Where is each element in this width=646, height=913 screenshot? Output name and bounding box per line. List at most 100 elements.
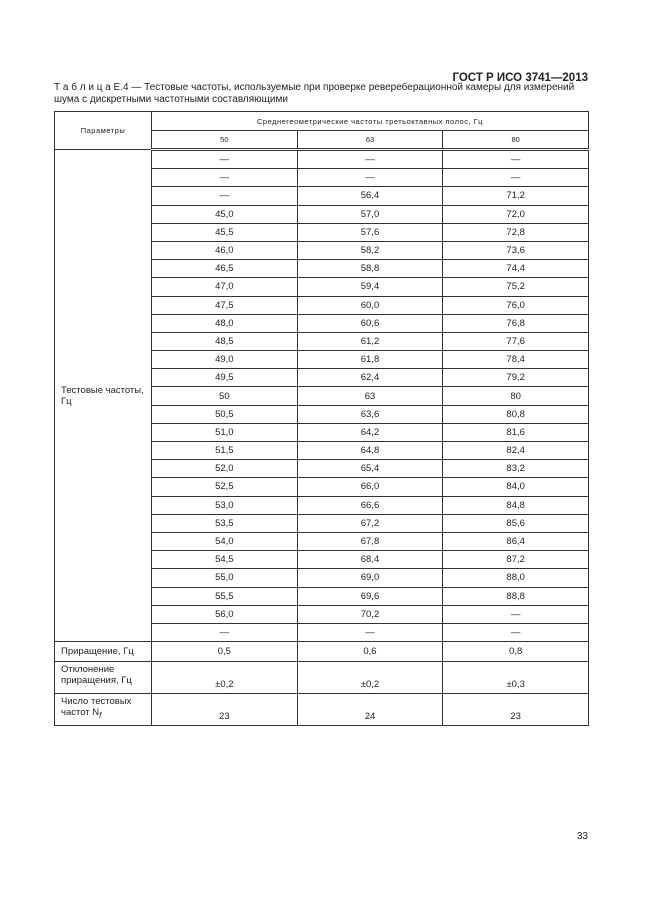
table-cell: 66,6 [296,495,444,515]
table-row: 47,5 60,0 76,0 [55,295,589,315]
increment-value: 0,5 [151,641,298,663]
table-cell: 47,5 [151,295,298,315]
table-cell: — [442,148,589,170]
table-row: 47,0 59,4 75,2 [55,277,589,297]
count-value: 24 [296,693,444,727]
table-row: 45,0 57,0 72,0 [55,204,589,224]
table-cell: 51,0 [151,422,298,443]
increment-label: Приращение, Гц [54,641,152,663]
table-cell: 50 [151,386,298,406]
table-cell: 79,2 [442,368,589,388]
table-cell: 68,4 [296,550,444,570]
count-label-text: Число тестовых частот N [61,696,132,719]
table-cell: 63,6 [296,404,444,424]
table-cell: 48,5 [151,331,298,352]
table-cell: 63 [296,386,444,406]
table-row: 46,5 58,8 74,4 [55,259,589,279]
subscript: f [99,710,102,720]
table-cell: 48,0 [151,313,298,333]
table-cell: 49,5 [151,368,298,388]
table-cell: — [296,148,444,170]
table-cell: — [296,622,444,643]
table-cell: 86,4 [442,531,589,552]
table-row: 52,0 65,4 83,2 [55,459,589,479]
table-cell: 60,0 [296,295,444,315]
deviation-label-text: Отклонение приращения, Гц [61,664,132,687]
table-cell: 62,4 [296,368,444,388]
increment-label-text: Приращение, Гц [61,646,134,658]
table-cell: 75,2 [442,277,589,297]
table-cell: 84,8 [442,495,589,515]
table-row: 51,0 64,2 81,6 [55,422,589,443]
table-cell: 77,6 [442,331,589,352]
deviation-label: Отклонение приращения, Гц [54,661,152,695]
table-cell: 64,2 [296,422,444,443]
table-cell: 84,0 [442,477,589,497]
param-header: Параметры [54,111,152,150]
table-row: — — — [55,622,589,643]
test-frequency-table: Параметры Среднегеометрические частоты тр… [54,111,589,727]
table-cell: 74,4 [442,259,589,279]
deviation-value: ±0,3 [442,661,589,695]
table-cell: 70,2 [296,604,444,624]
table-cell: 55,0 [151,568,298,588]
table-row: 54,0 67,8 86,4 [55,531,589,552]
table-cell: 88,8 [442,586,589,606]
table-cell: 59,4 [296,277,444,297]
table-row: 48,0 60,6 76,8 [55,313,589,333]
column-header: 63 [296,130,444,151]
table-cell: — [442,604,589,624]
table-row: Тестовые частоты, Гц — — — [54,148,589,643]
table-row: 51,5 64,8 82,4 [55,440,589,461]
deviation-value: ±0,2 [296,661,444,695]
table-cell: 54,5 [151,550,298,570]
table-row: — — — [55,168,589,188]
table-row: 46,0 58,2 73,6 [55,240,589,261]
table-cell: 47,0 [151,277,298,297]
table-cell: 69,0 [296,568,444,588]
table-cell: — [296,168,444,188]
table-cell: 81,6 [442,422,589,443]
group-header: Среднегеометрические частоты третьоктавн… [151,111,589,131]
table-row: 48,5 61,2 77,6 [55,331,589,352]
table-cell: — [442,168,589,188]
column-header: 50 [151,130,298,151]
table-cell: — [151,148,298,170]
table-cell: 73,6 [442,240,589,261]
table-cell: 61,2 [296,331,444,352]
table-row: 50 63 80 [55,386,589,406]
table-cell: 85,6 [442,513,589,533]
table-cell: 53,5 [151,513,298,533]
count-label: Число тестовых частот Nf [54,693,152,727]
page-number: 33 [576,831,588,842]
table-cell: 45,5 [151,222,298,242]
table-cell: 53,0 [151,495,298,515]
table-cell: 54,0 [151,531,298,552]
table-cell: 83,2 [442,459,589,479]
table-cell: 57,6 [296,222,444,242]
table-cell: 46,5 [151,259,298,279]
count-value: 23 [151,693,298,727]
table-cell: 57,0 [296,204,444,224]
table-cell: 72,0 [442,204,589,224]
table-cell: 76,0 [442,295,589,315]
table-cell: 58,2 [296,240,444,261]
deviation-row: Отклонение приращения, Гц ±0,2 ±0,2 ±0,3 [54,661,589,695]
table-cell: 78,4 [442,350,589,370]
table-row: 54,5 68,4 87,2 [55,550,589,570]
table-cell: — [151,186,298,206]
table-row: 49,5 62,4 79,2 [55,368,589,388]
table-cell: 61,8 [296,350,444,370]
increment-value: 0,8 [442,641,589,663]
table-cell: 71,2 [442,186,589,206]
test-frequencies-label: Тестовые частоты, Гц [54,148,152,643]
table-cell: 49,0 [151,350,298,370]
table-cell: 64,8 [296,440,444,461]
table-cell: 52,0 [151,459,298,479]
table-cell: 50,5 [151,404,298,424]
table-cell: 46,0 [151,240,298,261]
table-cell: 60,6 [296,313,444,333]
table-row: 50,5 63,6 80,8 [55,404,589,424]
table-cell: 87,2 [442,550,589,570]
table-cell: 56,4 [296,186,444,206]
